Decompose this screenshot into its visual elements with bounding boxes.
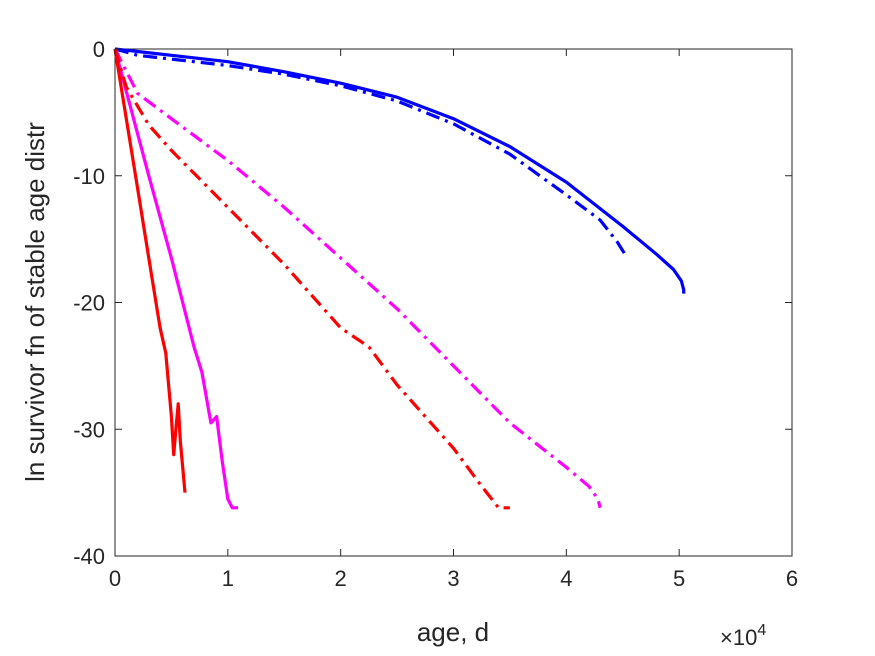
series-line-4 bbox=[113, 48, 602, 509]
x-tick-label: 5 bbox=[673, 566, 685, 591]
x-axis-multiplier-exponent: 4 bbox=[757, 622, 766, 639]
x-tick-label: 2 bbox=[335, 566, 347, 591]
y-tick-label: 0 bbox=[93, 37, 105, 62]
x-axis-multiplier-base: ×10 bbox=[720, 625, 757, 650]
x-tick-label: 1 bbox=[222, 566, 234, 591]
x-tick-label: 6 bbox=[786, 566, 798, 591]
series-layer bbox=[113, 47, 686, 510]
series-line-1 bbox=[114, 47, 686, 294]
y-tick-label: -30 bbox=[73, 417, 105, 442]
y-tick-label: -20 bbox=[73, 291, 105, 316]
x-tick-label: 0 bbox=[109, 566, 121, 591]
series-line-5 bbox=[113, 48, 187, 493]
plot-area bbox=[114, 48, 793, 557]
y-axis-ticks: 0 -10 -20 -30 -40 bbox=[73, 37, 792, 569]
y-axis-label: ln survivor fn of stable age distr bbox=[20, 122, 50, 482]
y-tick-label: -40 bbox=[73, 544, 105, 569]
x-axis-multiplier: ×104 bbox=[720, 622, 766, 650]
x-tick-label: 3 bbox=[447, 566, 459, 591]
x-axis-label: age, d bbox=[417, 617, 489, 647]
y-tick-label: -10 bbox=[73, 164, 105, 189]
series-line-2 bbox=[114, 47, 628, 256]
x-axis-ticks: 0 1 2 3 4 5 6 bbox=[109, 49, 798, 591]
x-tick-label: 4 bbox=[560, 566, 572, 591]
series-line-3 bbox=[113, 48, 238, 510]
